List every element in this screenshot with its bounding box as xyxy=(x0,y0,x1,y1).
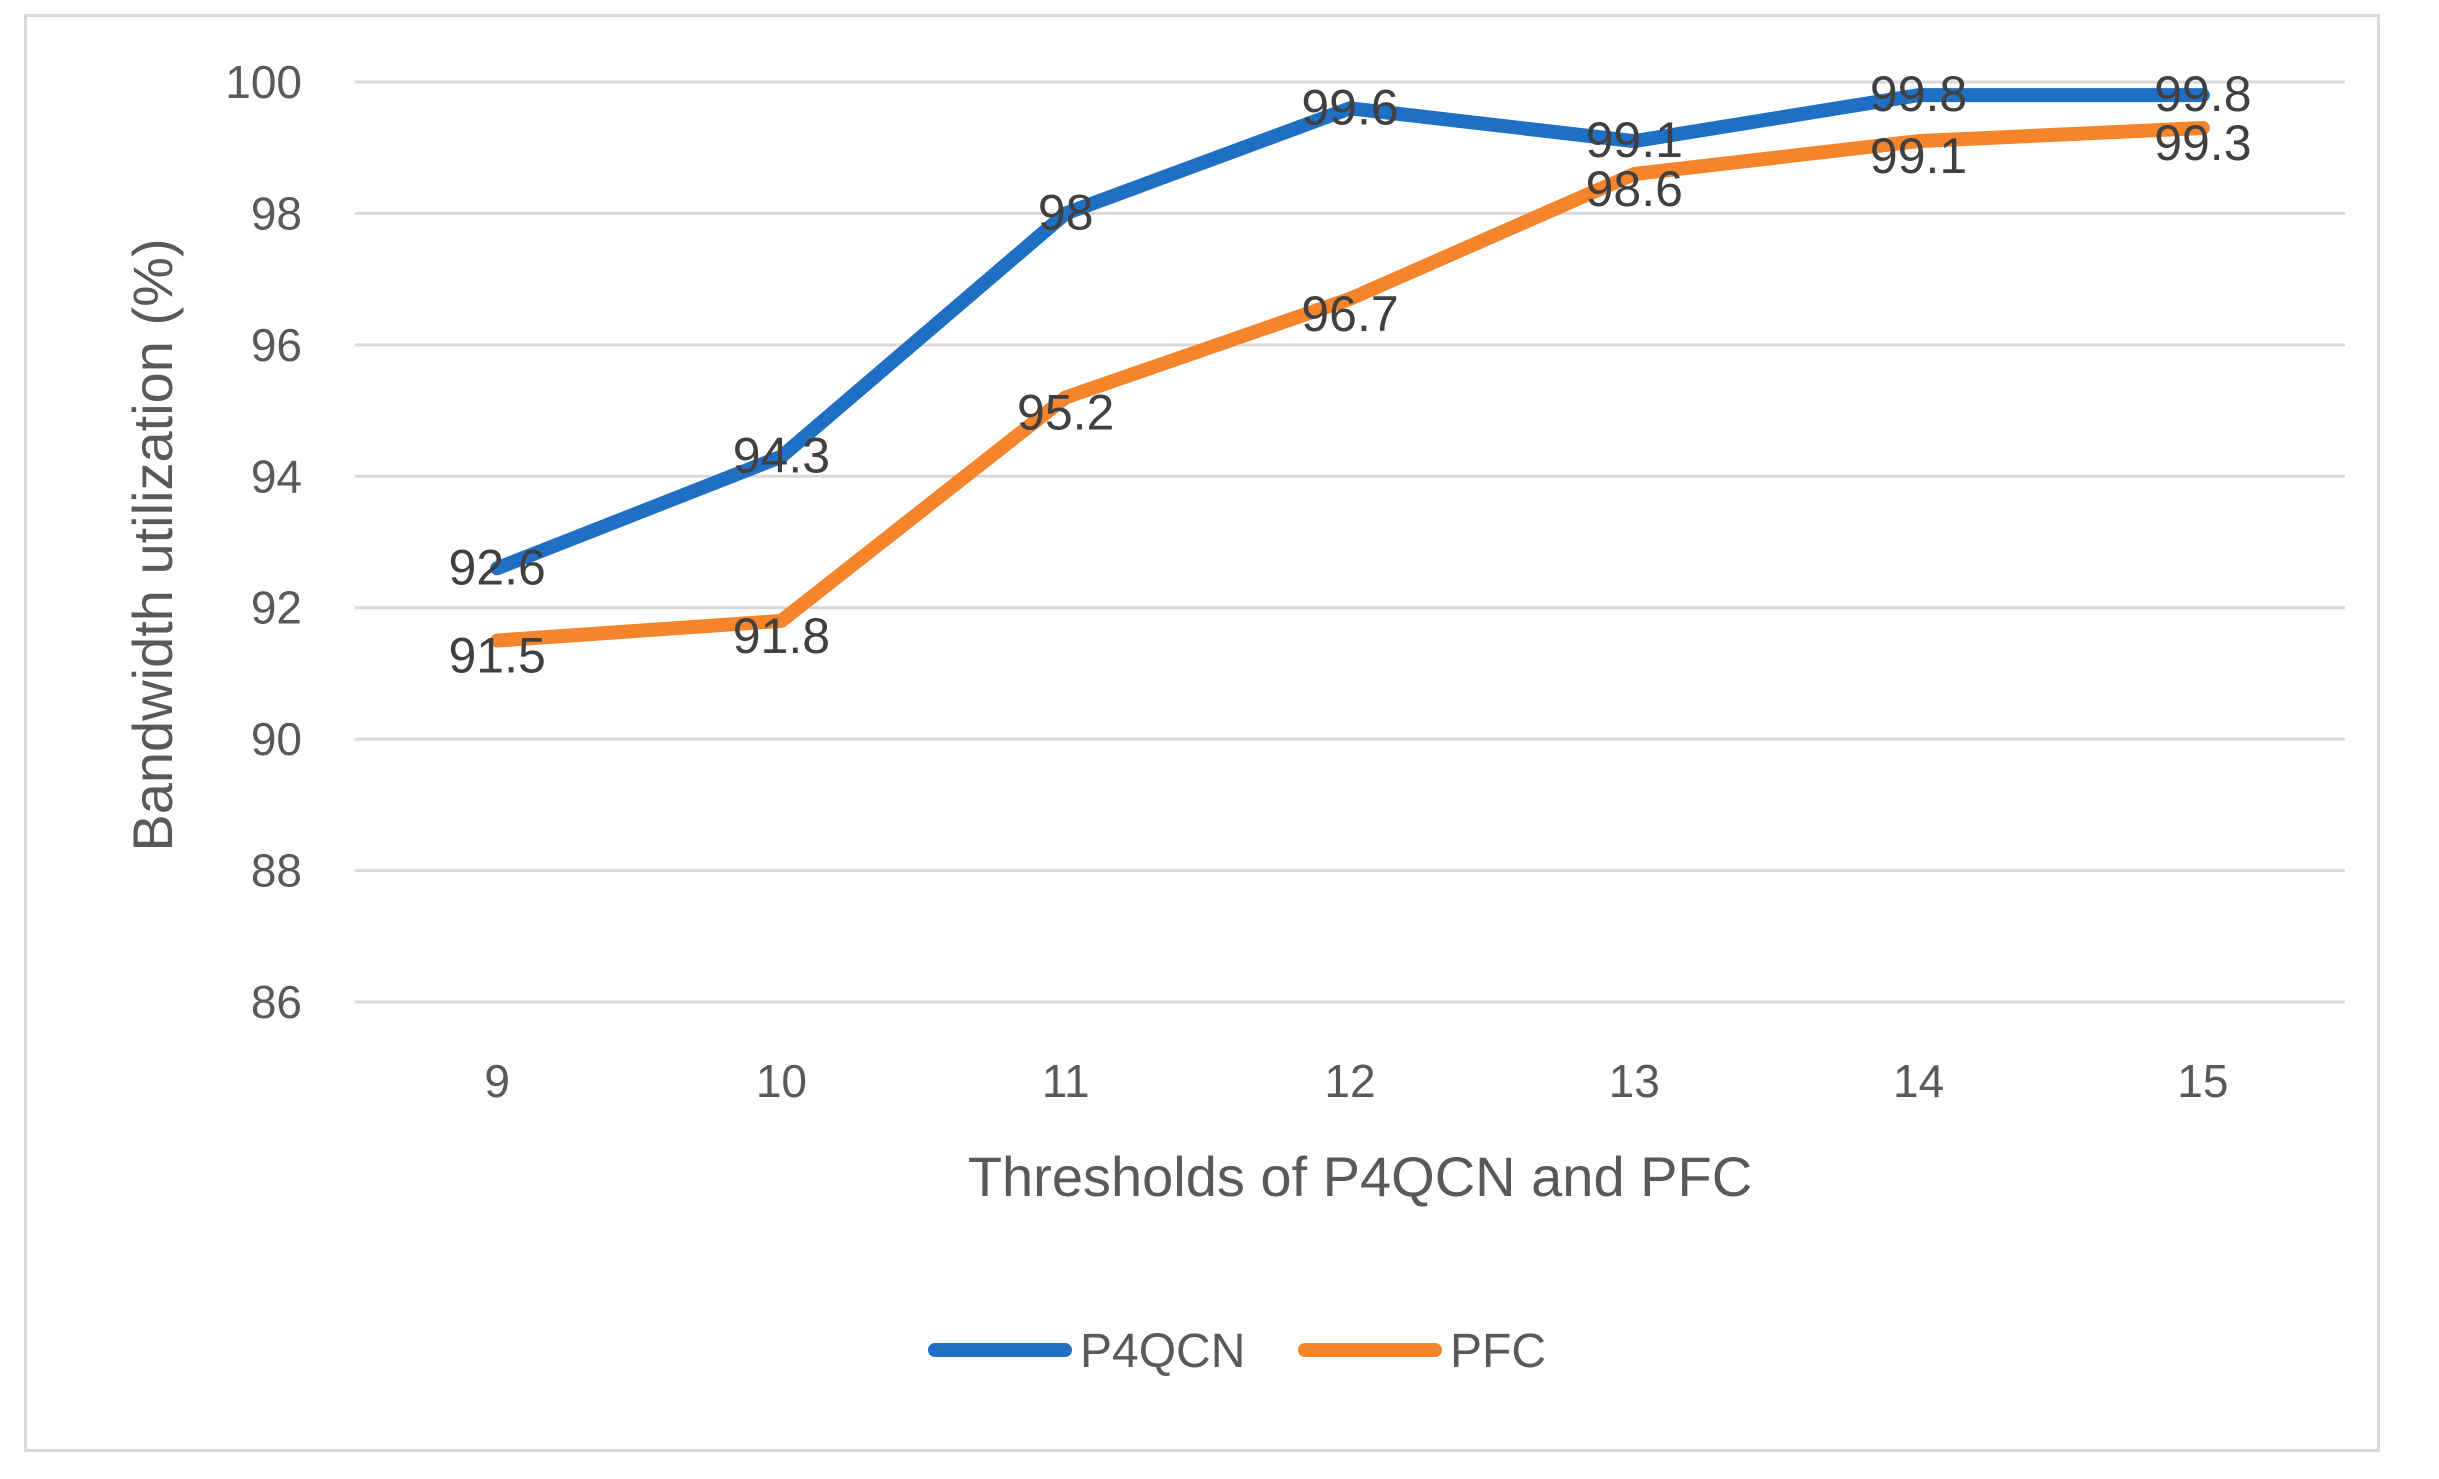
data-label-pfc: 99.1 xyxy=(1870,128,1967,184)
y-tick-label: 90 xyxy=(251,713,302,765)
y-tick-label: 94 xyxy=(251,450,302,502)
y-tick-label: 92 xyxy=(251,582,302,634)
series-line-p4qcn xyxy=(490,88,2210,576)
y-tick-label: 98 xyxy=(251,187,302,239)
data-label-pfc: 99.3 xyxy=(2154,115,2251,171)
data-label-p4qcn: 99.6 xyxy=(1301,79,1398,135)
data-label-p4qcn: 99.8 xyxy=(1870,66,1967,122)
y-tick-label: 88 xyxy=(251,845,302,897)
gridlines xyxy=(355,80,2345,1004)
data-label-pfc: 98.6 xyxy=(1586,161,1683,217)
series-line-pfc xyxy=(490,121,2210,648)
legend-label-pfc: PFC xyxy=(1450,1325,1546,1378)
x-tick-label: 11 xyxy=(1042,1055,1090,1107)
y-tick-label: 100 xyxy=(225,56,302,108)
x-tick-label: 13 xyxy=(1609,1055,1660,1107)
x-tick-label: 15 xyxy=(2177,1055,2228,1107)
y-axis-title: Bandwidth utilization (%) xyxy=(121,238,184,851)
x-tick-label: 12 xyxy=(1324,1055,1375,1107)
x-tick-label: 14 xyxy=(1893,1055,1944,1107)
x-tick-label: 10 xyxy=(756,1055,807,1107)
data-label-pfc: 95.2 xyxy=(1017,384,1114,440)
legend-label-p4qcn: P4QCN xyxy=(1080,1325,1245,1378)
data-label-p4qcn: 99.1 xyxy=(1586,112,1683,168)
chart-frame xyxy=(24,14,2380,1452)
y-tick-label: 96 xyxy=(251,319,302,371)
data-label-p4qcn: 92.6 xyxy=(448,539,545,595)
y-tick-label: 86 xyxy=(251,976,302,1028)
x-axis-title: Thresholds of P4QCN and PFC xyxy=(968,1145,1752,1208)
x-tick-label: 9 xyxy=(484,1055,510,1107)
data-label-pfc: 91.5 xyxy=(448,628,545,684)
series-lines xyxy=(490,88,2210,648)
legend: P4QCN PFC xyxy=(928,1325,1546,1378)
data-label-pfc: 91.8 xyxy=(733,608,830,664)
x-axis-ticks: 9 10 11 12 13 14 15 xyxy=(484,1055,2228,1107)
y-axis-ticks: 86 88 90 92 94 96 98 100 xyxy=(225,56,302,1028)
data-label-pfc: 96.7 xyxy=(1301,286,1398,342)
data-labels: 92.6 94.3 98 99.6 99.1 99.8 99.8 91.5 91.8 95.2 96… xyxy=(448,66,2251,683)
data-label-p4qcn: 94.3 xyxy=(733,428,830,484)
data-label-p4qcn: 98 xyxy=(1038,184,1094,240)
data-label-p4qcn: 99.8 xyxy=(2154,66,2251,122)
